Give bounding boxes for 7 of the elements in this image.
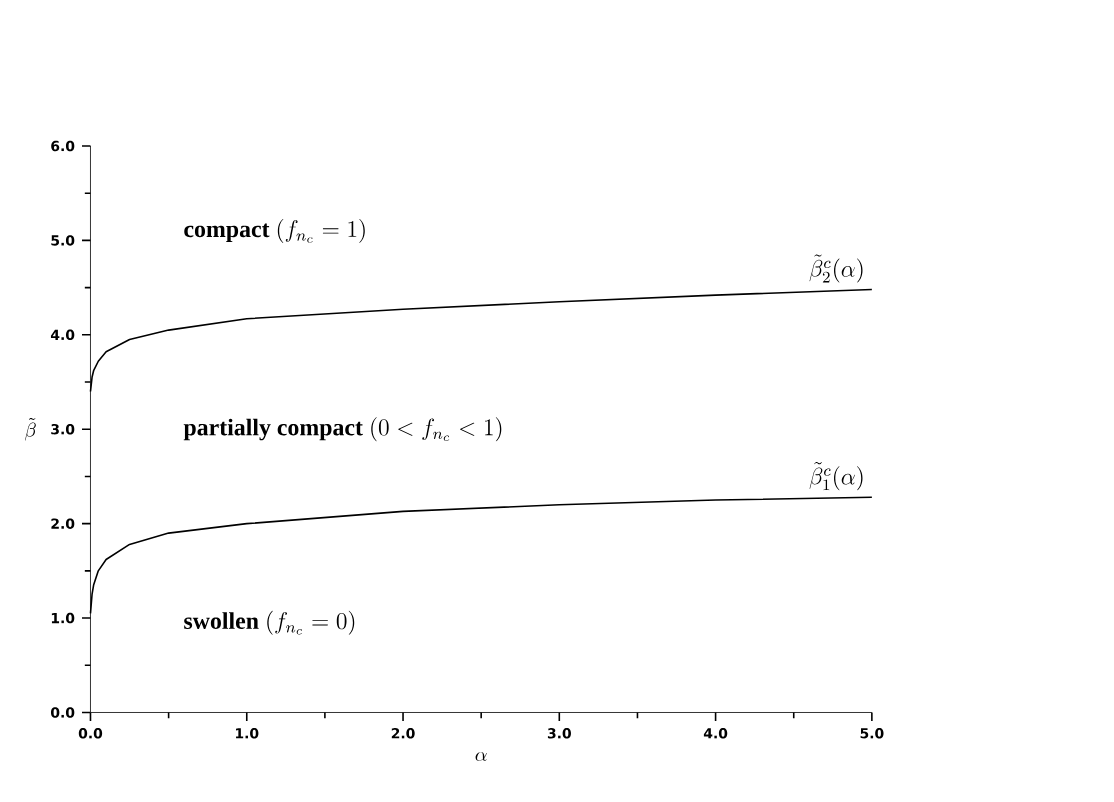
series-label: $\tilde{\beta}_2^c(\alpha)$ (809, 253, 863, 283)
annotation: $\mbox{\bfseries partially compact }(0<f_{n_c}<1)$ (183, 416, 502, 441)
annotation: $\mbox{\bfseries compact }(f_{n_c}=1)$ (184, 218, 365, 243)
annotation: $\mbox{\bfseries swollen }(f_{n_c}=0)$ (184, 610, 355, 635)
x-axis-title: $\alpha$ (475, 751, 487, 761)
series-label: $\tilde{\beta}_1^c(\alpha)$ (809, 461, 863, 490)
y-axis-title: $\tilde{\beta}$ (24, 417, 36, 440)
